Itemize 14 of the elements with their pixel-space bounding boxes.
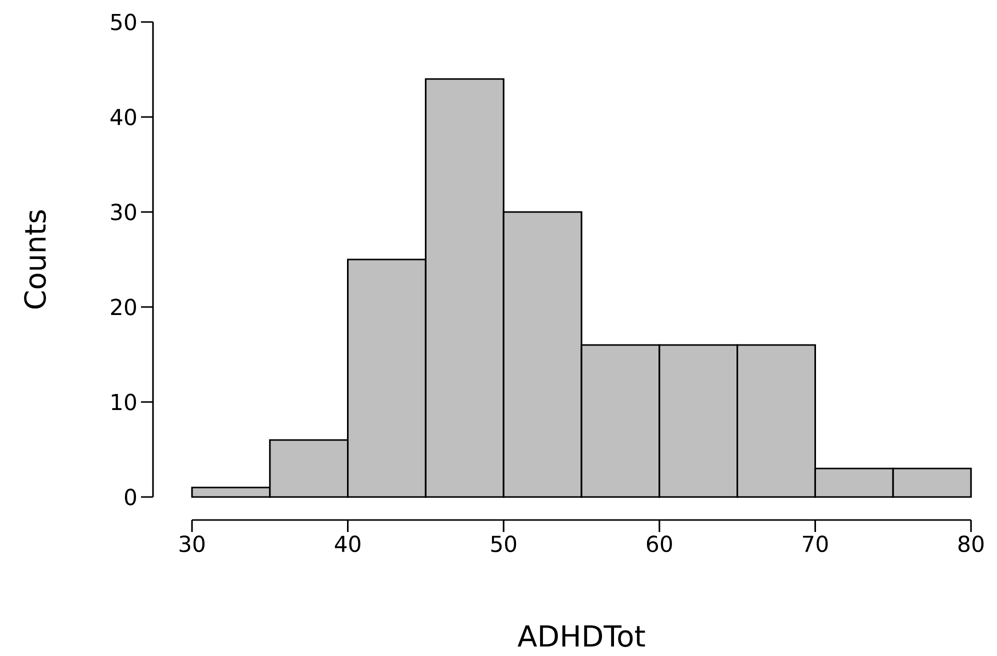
y-tick-label: 40	[110, 108, 136, 126]
x-tick-label: 50	[491, 536, 516, 552]
x-tick-label: 30	[180, 536, 205, 552]
y-tick-label: 50	[111, 14, 136, 30]
y-tick-label: 0	[124, 488, 136, 506]
x-tick-label: 80	[958, 536, 984, 552]
y-tick-label: 10	[112, 394, 136, 410]
x-tick-label: 40	[334, 536, 360, 552]
y-tick-label: 20	[111, 298, 136, 316]
y-axis-title: Counts	[24, 210, 46, 308]
x-tick-label: 60	[646, 536, 672, 552]
x-tick-label: 70	[803, 536, 828, 552]
x-axis-title: ADHDTot	[518, 625, 645, 647]
y-tick-label: 30	[111, 204, 136, 220]
